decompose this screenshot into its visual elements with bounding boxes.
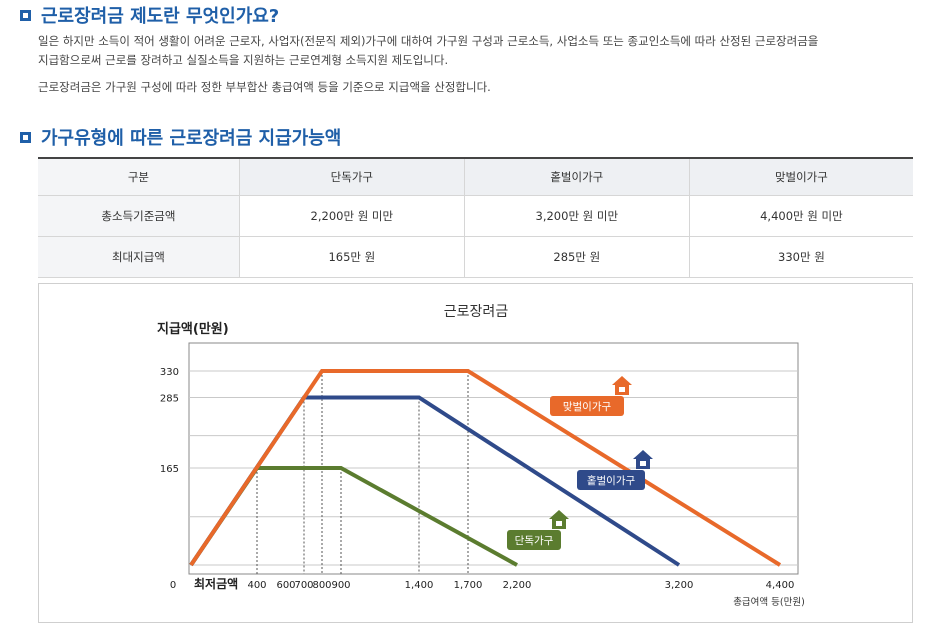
house-icon-window <box>556 521 562 526</box>
x-tick-label: 0 <box>170 580 176 591</box>
section-title-amounts: 가구유형에 따른 근로장려금 지급가능액 <box>20 124 341 150</box>
table-header-cell: 맞벌이가구 <box>688 157 913 196</box>
bullet-square-icon <box>20 131 31 143</box>
series-labels: 단독가구 홑벌이가구 맞벌이가구 <box>507 376 653 550</box>
bullet-square-icon <box>20 9 31 21</box>
series-badge: 맞벌이가구 <box>550 376 632 416</box>
badge-label: 맞벌이가구 <box>563 401 612 413</box>
table-cell: 330만 원 <box>688 236 913 278</box>
series-badge: 홑벌이가구 <box>577 450 653 490</box>
x-min-label: 최저금액 <box>194 576 238 591</box>
house-icon-window <box>619 387 625 392</box>
house-icon-window <box>640 461 646 466</box>
badge-label: 단독가구 <box>515 535 554 547</box>
house-icon <box>549 510 569 519</box>
y-tick-label: 165 <box>160 464 179 475</box>
chart-container: 근로장려금 지급액(만원) 165 285 330 0 400 600 700 800 900… <box>38 283 913 623</box>
x-tick-label: 600 <box>276 580 295 591</box>
series-badge: 단독가구 <box>507 510 569 550</box>
x-tick-label: 700 <box>294 580 313 591</box>
table-cell: 총소득기준금액 <box>38 195 240 237</box>
section-title-text: 근로장려금 제도란 무엇인가요? <box>41 6 280 27</box>
x-tick-label: 900 <box>331 580 350 591</box>
table-header-cell: 구분 <box>38 157 240 196</box>
table-cell: 2,200만 원 미만 <box>238 195 465 237</box>
badge-background <box>550 396 624 416</box>
x-tick-label: 800 <box>312 580 331 591</box>
table-row: 총소득기준금액 2,200만 원 미만 3,200만 원 미만 4,400만 원… <box>38 195 913 237</box>
series-line <box>189 369 782 567</box>
table-header-row: 구분 단독가구 홑벌이가구 맞벌이가구 <box>38 157 913 196</box>
table-row: 최대지급액 165만 원 285만 원 330만 원 <box>38 236 913 278</box>
series-lines <box>189 369 782 567</box>
table-header-cell: 홑벌이가구 <box>463 157 690 196</box>
x-tick-label: 1,400 <box>405 580 434 591</box>
house-icon <box>633 450 653 459</box>
section-title-about: 근로장려금 제도란 무엇인가요? <box>20 2 279 28</box>
table-cell: 165만 원 <box>238 236 465 278</box>
description-paragraph: 일은 하지만 소득이 적어 생활이 어려운 근로자, 사업자(전문직 제외)가구… <box>38 32 908 70</box>
x-tick-label: 4,400 <box>766 580 795 591</box>
table-cell: 최대지급액 <box>38 236 240 278</box>
y-tick-label: 330 <box>160 367 179 378</box>
house-icon <box>612 376 632 385</box>
y-tick-label: 285 <box>160 393 179 404</box>
x-axis-label: 총급여액 등(만원) <box>733 596 805 608</box>
description-line-1: 일은 하지만 소득이 적어 생활이 어려운 근로자, 사업자(전문직 제외)가구… <box>38 34 819 48</box>
x-tick-label: 400 <box>247 580 266 591</box>
badge-background <box>577 470 645 490</box>
table-cell: 285만 원 <box>463 236 690 278</box>
chart-title: 근로장려금 <box>444 304 509 320</box>
amount-table: 구분 단독가구 홑벌이가구 맞벌이가구 총소득기준금액 2,200만 원 미만 … <box>38 157 913 278</box>
x-tick-label: 1,700 <box>454 580 483 591</box>
badge-label: 홑벌이가구 <box>587 474 636 487</box>
table-cell: 3,200만 원 미만 <box>463 195 690 237</box>
y-axis-label: 지급액(만원) <box>157 321 229 337</box>
table-cell: 4,400만 원 미만 <box>688 195 913 237</box>
calculation-paragraph: 근로장려금은 가구원 구성에 따라 정한 부부합산 총급여액 등을 기준으로 지… <box>38 80 491 94</box>
badge-background <box>507 530 561 550</box>
x-tick-label: 3,200 <box>665 580 694 591</box>
y-ticks: 165 285 330 <box>160 367 179 475</box>
x-tick-label: 2,200 <box>503 580 532 591</box>
plot-frame <box>188 342 799 575</box>
section-title-text: 가구유형에 따른 근로장려금 지급가능액 <box>41 128 342 149</box>
table-header-cell: 단독가구 <box>238 157 465 196</box>
description-line-2: 지급함으로써 근로를 장려하고 실질소득을 지원하는 근로연계형 소득지원 제도… <box>38 53 449 67</box>
